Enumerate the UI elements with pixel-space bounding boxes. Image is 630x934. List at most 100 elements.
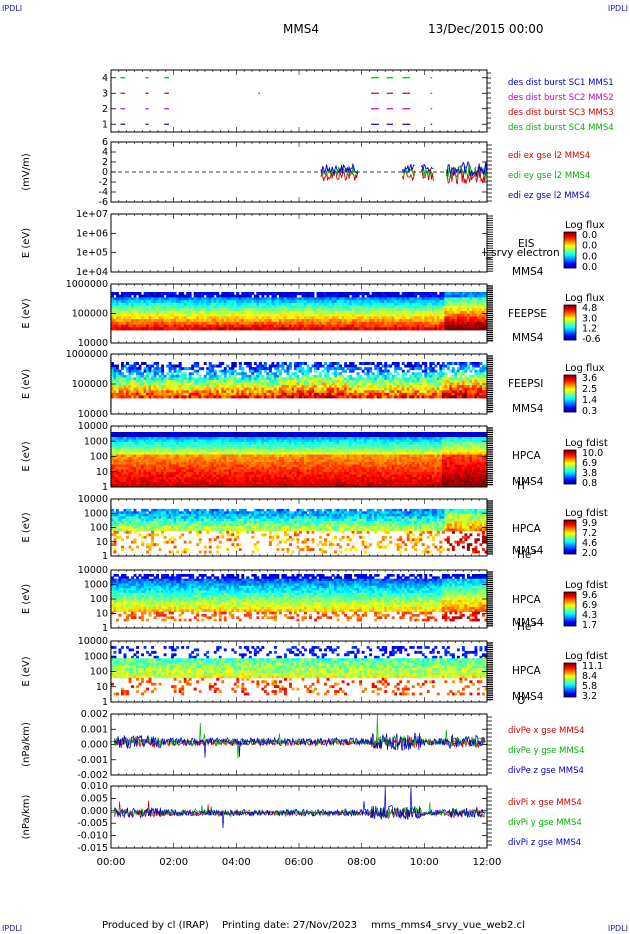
spectro-cell bbox=[429, 385, 433, 389]
spectro-cell bbox=[331, 327, 335, 331]
spectro-cell bbox=[253, 392, 257, 396]
spectro-cell bbox=[166, 302, 170, 306]
spectro-cell bbox=[131, 390, 134, 394]
spectro-cell bbox=[181, 374, 185, 378]
colorbar-strip bbox=[564, 263, 576, 265]
spectro-cell bbox=[236, 382, 240, 386]
spectro-cell bbox=[426, 302, 430, 306]
spectro-cell bbox=[449, 300, 453, 304]
spectro-cell bbox=[356, 382, 360, 386]
spectro-cell bbox=[351, 367, 355, 371]
spectro-cell bbox=[111, 449, 114, 453]
spectro-cell bbox=[123, 449, 127, 453]
spectro-cell bbox=[263, 377, 267, 381]
spectro-cell bbox=[123, 439, 127, 443]
spectro-cell bbox=[296, 302, 300, 306]
spectro-cell bbox=[271, 294, 275, 298]
spectro-cell bbox=[276, 392, 280, 396]
instrument-label: FEEPSI bbox=[508, 378, 543, 390]
spectro-cell bbox=[341, 292, 345, 296]
spectro-cell bbox=[283, 313, 287, 317]
spectro-cell bbox=[456, 390, 460, 394]
spectro-cell bbox=[424, 392, 428, 396]
spectro-cell bbox=[213, 292, 217, 296]
spectro-cell bbox=[391, 300, 395, 304]
spectro-cell bbox=[173, 297, 177, 301]
spectro-cell bbox=[258, 377, 262, 381]
spectro-cell bbox=[161, 374, 165, 378]
spectro-cell bbox=[446, 316, 450, 320]
spectro-cell bbox=[188, 392, 192, 396]
spectro-cell bbox=[111, 432, 114, 435]
spectro-cell bbox=[138, 319, 142, 323]
spectro-cell bbox=[123, 442, 127, 445]
spectro-cell bbox=[221, 292, 225, 296]
spectro-cell bbox=[441, 377, 445, 381]
spectro-cell bbox=[276, 395, 280, 399]
spectro-cell bbox=[484, 377, 488, 381]
spectro-cell bbox=[466, 327, 470, 331]
spectro-cell bbox=[431, 374, 435, 378]
spectro-cell bbox=[123, 434, 127, 438]
spectro-cell bbox=[349, 377, 353, 381]
spectro-cell bbox=[273, 300, 277, 304]
spectro-cell bbox=[436, 313, 440, 317]
spectro-cell bbox=[231, 395, 235, 399]
spectro-cell bbox=[121, 313, 124, 317]
spectro-cell bbox=[283, 294, 287, 298]
spectro-cell bbox=[118, 377, 122, 381]
spectro-cell bbox=[384, 369, 388, 373]
spectro-cell bbox=[439, 324, 443, 328]
spectro-cell bbox=[206, 324, 210, 328]
spectro-cell bbox=[246, 305, 250, 309]
spectro-cell bbox=[381, 395, 385, 399]
spectro-cell bbox=[288, 364, 292, 368]
spectro-cell bbox=[133, 362, 137, 365]
spectro-cell bbox=[123, 462, 127, 465]
spectro-cell bbox=[439, 305, 443, 309]
spectro-cell bbox=[336, 377, 340, 381]
spectro-cell bbox=[361, 316, 365, 320]
spectro-cell bbox=[439, 374, 443, 378]
spectro-cell bbox=[359, 385, 363, 389]
spectro-cell bbox=[299, 382, 302, 386]
spacecraft-label: MMS4 bbox=[512, 332, 544, 344]
spectro-cell bbox=[299, 302, 302, 306]
spectro-cell bbox=[258, 319, 262, 323]
spectro-cell bbox=[233, 364, 237, 368]
spectro-cell bbox=[113, 319, 117, 323]
spectro-cell bbox=[188, 385, 192, 389]
spectro-cell bbox=[261, 377, 265, 381]
spectro-cell bbox=[409, 311, 413, 315]
spectro-cell bbox=[251, 327, 255, 331]
spectro-cell bbox=[379, 327, 383, 331]
spectro-cell bbox=[306, 367, 310, 371]
spectro-cell bbox=[283, 297, 287, 301]
spectro-cell bbox=[371, 294, 375, 298]
spectro-cell bbox=[131, 319, 134, 323]
spectro-cell bbox=[133, 313, 137, 317]
spectro-cell bbox=[449, 395, 453, 399]
spectro-cell bbox=[176, 321, 180, 325]
spectro-cell bbox=[456, 302, 460, 306]
spectro-cell bbox=[466, 387, 470, 391]
spectro-cell bbox=[278, 302, 282, 306]
spectro-cell bbox=[361, 362, 365, 365]
spectro-cell bbox=[256, 321, 260, 325]
spectro-cell bbox=[151, 292, 155, 296]
spectro-cell bbox=[429, 362, 433, 365]
spectro-cell bbox=[121, 367, 124, 371]
spectro-cell bbox=[406, 305, 410, 309]
spectro-cell bbox=[431, 392, 435, 396]
spectro-cell bbox=[346, 308, 350, 312]
spectro-cell bbox=[148, 382, 152, 386]
spectro-cell bbox=[306, 327, 310, 331]
spectro-cell bbox=[384, 294, 388, 298]
spectro-cell bbox=[251, 305, 255, 309]
spectro-cell bbox=[266, 387, 270, 391]
spectro-cell bbox=[188, 292, 192, 296]
spectro-cell bbox=[429, 369, 433, 373]
spectro-cell bbox=[218, 385, 222, 389]
spectro-cell bbox=[293, 327, 297, 331]
spectro-cell bbox=[409, 395, 413, 399]
